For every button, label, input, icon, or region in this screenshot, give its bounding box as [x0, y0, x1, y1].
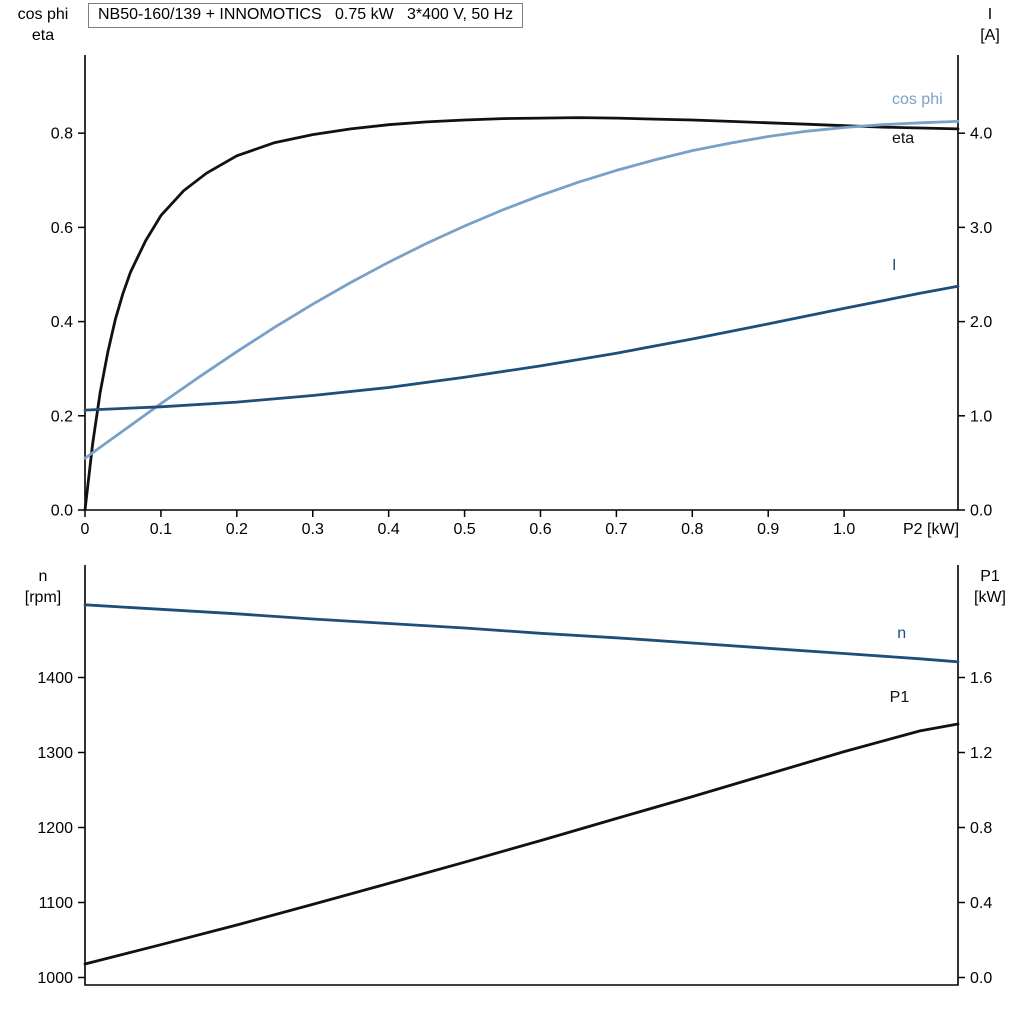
left-tick-label: 1400 — [37, 670, 73, 687]
left-tick-label: 1100 — [39, 895, 74, 912]
x-tick-label: 0.9 — [757, 521, 779, 538]
series-label-current: I — [892, 257, 896, 274]
right-axis-title-line1: I — [987, 6, 993, 23]
left-axis-title-line2: [rpm] — [24, 589, 62, 606]
x-axis-label: P2 [kW] — [903, 521, 959, 538]
right-axis-title-line1: P1 — [980, 568, 1000, 585]
series-current — [83, 284, 960, 412]
right-axis-title-line2: [kW] — [974, 589, 1006, 606]
chart-title: NB50-160/139 + INNOMOTICS 0.75 kW 3*400 … — [88, 3, 524, 28]
left-tick-label: 1200 — [37, 820, 73, 837]
plot-frame — [84, 565, 959, 986]
plot-frame — [84, 55, 959, 511]
chart-mechanical-curves: 1000 1100 1200 1300 1400 0.0 0.4 0.8 1.2 1.6 n P1 — [37, 565, 992, 987]
x-tick-label: 0.8 — [681, 521, 703, 538]
x-tick-label: 0.1 — [150, 521, 172, 538]
series-eta — [83, 116, 960, 512]
right-tick-label: 0.0 — [970, 970, 992, 987]
right-tick-label: 2.0 — [970, 314, 992, 331]
x-tick-label: 0.5 — [453, 521, 475, 538]
x-tick-label: 0.4 — [378, 521, 400, 538]
left-tick-label: 0.8 — [51, 126, 73, 143]
right-tick-label: 1.6 — [970, 670, 992, 687]
left-tick-label: 0.2 — [51, 408, 73, 425]
bottom-chart-right-axis-title: P1 [kW] — [962, 566, 1018, 608]
left-tick-label: 1300 — [37, 745, 73, 762]
left-axis-title-line1: cos phi — [17, 6, 69, 23]
series-label-eta: eta — [892, 130, 914, 147]
series-speed — [83, 603, 960, 664]
right-tick-label: 1.2 — [970, 745, 992, 762]
x-tick-label: 0.2 — [226, 521, 248, 538]
left-tick-label: 0.6 — [51, 220, 73, 237]
right-tick-label: 0.0 — [970, 503, 992, 520]
series-p1 — [83, 722, 960, 966]
right-tick-label: 1.0 — [970, 408, 992, 425]
series-cos-phi — [83, 120, 960, 460]
top-chart-right-axis-title: I [A] — [962, 4, 1018, 46]
left-tick-label: 0.0 — [51, 503, 73, 520]
x-tick-label: 1.0 — [833, 521, 855, 538]
x-tick-label: 0.6 — [529, 521, 551, 538]
right-tick-label: 0.4 — [970, 895, 992, 912]
right-tick-label: 0.8 — [970, 820, 992, 837]
series-label-cos-phi: cos phi — [892, 91, 943, 108]
right-axis-title-line2: [A] — [980, 27, 1000, 44]
bottom-chart-left-axis-title: n [rpm] — [6, 566, 80, 608]
left-axis-title-line1: n — [38, 568, 48, 585]
x-tick-label: 0.7 — [605, 521, 627, 538]
top-chart-left-axis-title: cos phi eta — [6, 4, 80, 46]
x-tick-label: 0 — [81, 521, 90, 538]
series-label-speed: n — [897, 625, 906, 642]
right-tick-label: 3.0 — [970, 220, 992, 237]
x-tick-label: 0.3 — [302, 521, 324, 538]
series-label-p1: P1 — [890, 689, 910, 706]
left-tick-label: 0.4 — [51, 314, 73, 331]
left-axis-title-line2: eta — [31, 27, 55, 44]
left-tick-label: 1000 — [37, 970, 73, 987]
right-tick-label: 4.0 — [970, 126, 992, 143]
chart-electrical-curves: 0.0 0.2 0.4 0.6 0.8 0.0 1.0 2.0 3.0 4.0 0 0.1 0.2 0.3… — [51, 55, 992, 538]
